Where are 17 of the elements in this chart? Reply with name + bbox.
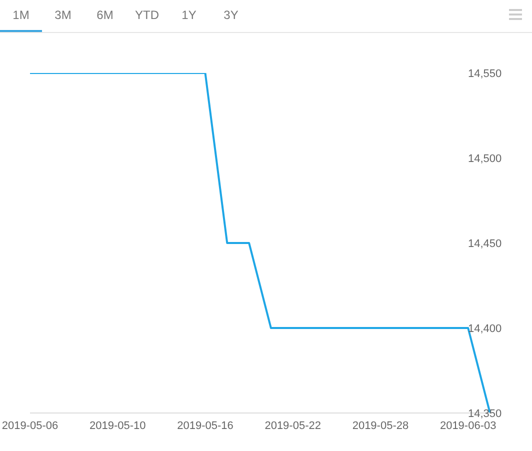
text: 1Y [180,7,198,24]
text: YTD [134,7,160,24]
y-tick-label: 14,500 [468,152,502,165]
y-tick-label: 14,450 [468,238,502,250]
x-tick-label: 2019-05-10 [89,420,146,432]
y-tick-label: 14,350 [468,408,502,420]
x-tick-label: 2019-05-06 [2,420,58,432]
text: 1M [0,0,42,32]
y-tick-label: 14,400 [468,322,502,335]
text: 3M [54,7,72,24]
text: 3Y [222,7,240,24]
x-tick-label: 2019-05-22 [264,420,321,432]
text: 6M [96,7,114,24]
x-tick-label: 2019-05-28 [352,420,409,432]
y-tick-label: 14,550 [468,68,502,80]
x-tick-label: 2019-06-03 [440,420,496,432]
x-tick-label: 2019-05-16 [177,420,234,432]
